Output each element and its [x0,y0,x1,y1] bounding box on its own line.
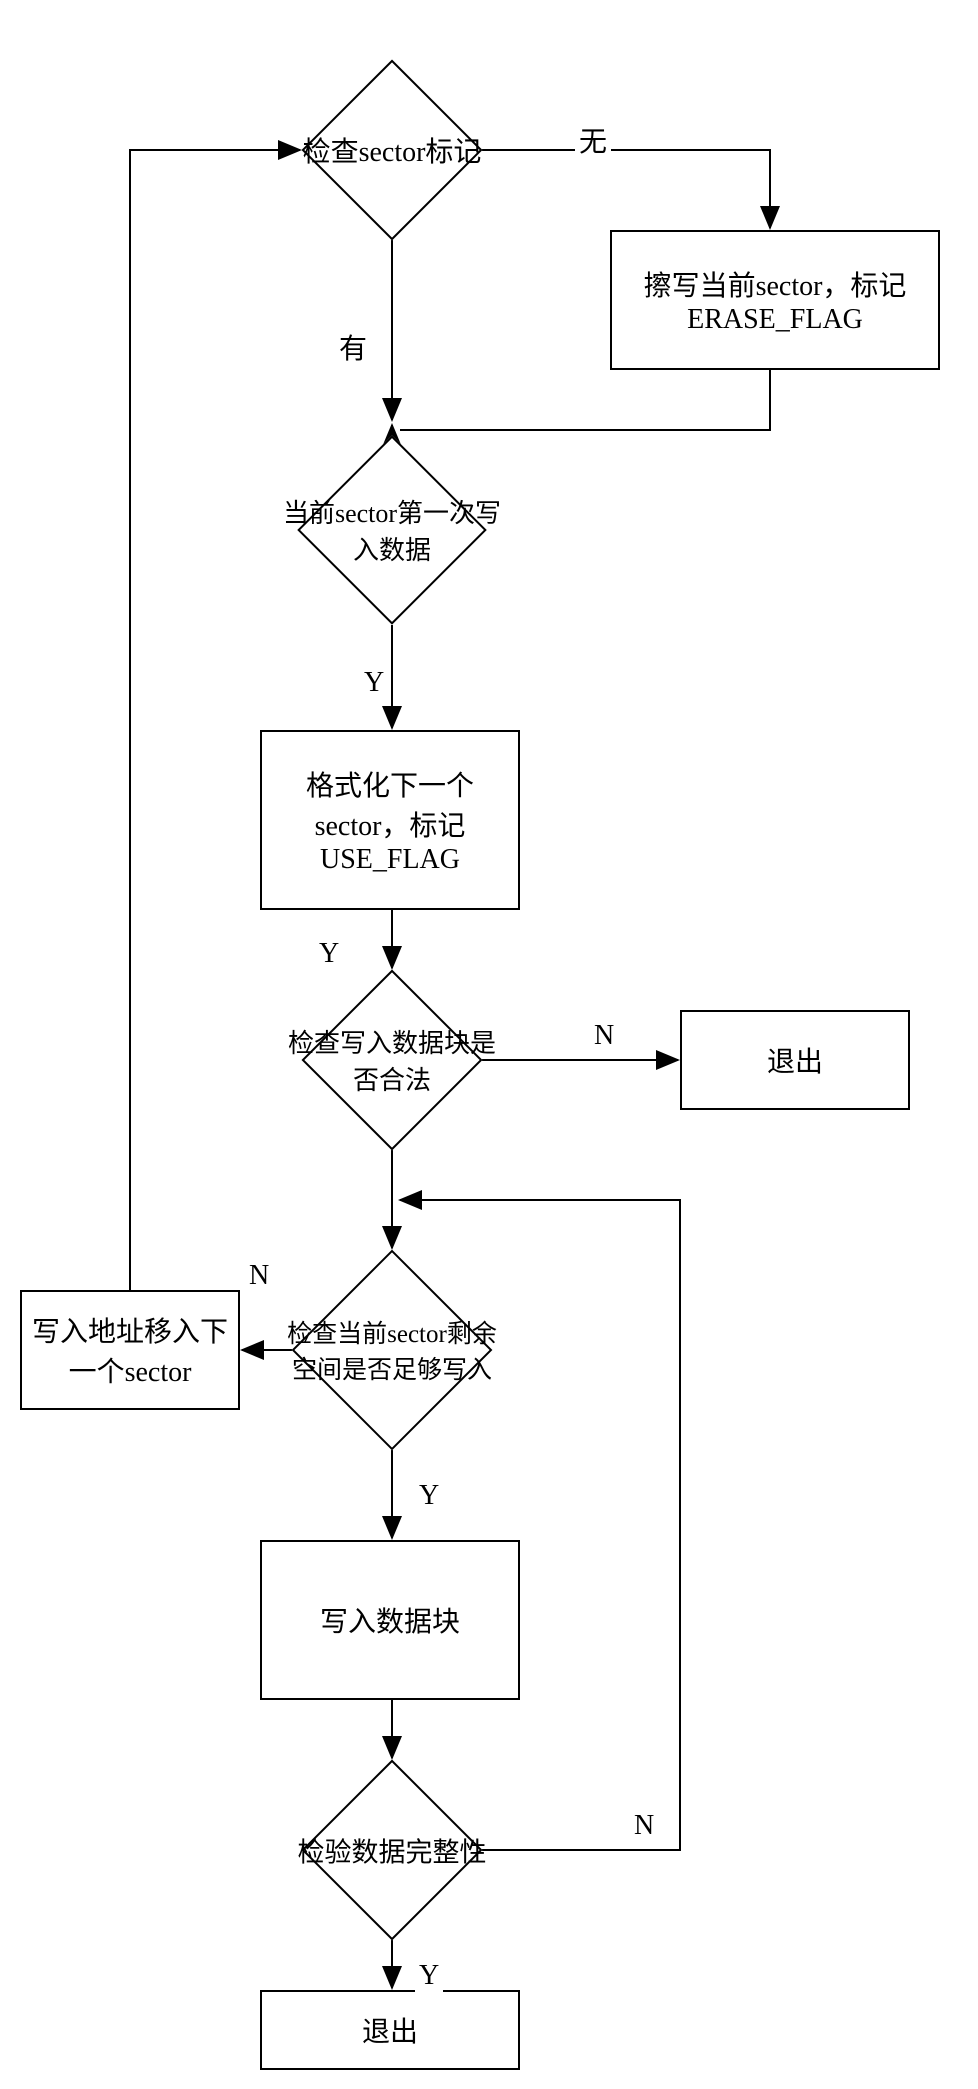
diamond-text: 检验数据完整性 [284,1831,500,1870]
rect-text: 写入地址移入下一个sector [32,1310,228,1390]
label-y-1: Y [360,665,388,701]
rect-write-block: 写入数据块 [260,1540,520,1700]
rect-move-next-sector: 写入地址移入下一个sector [20,1290,240,1410]
rect-exit-2: 退出 [260,1990,520,2070]
rect-text: 格式化下一个sector，标记USE_FLAG [277,764,503,876]
rect-format-next-sector: 格式化下一个sector，标记USE_FLAG [260,730,520,910]
rect-erase-sector: 擦写当前sector，标记ERASE_FLAG [610,230,940,370]
diamond-check-sector-flag: 检查sector标记 [302,60,482,240]
label-y-2: Y [315,936,343,972]
label-n-2: N [245,1258,273,1294]
rect-exit-1: 退出 [680,1010,910,1110]
label-y-4: Y [415,1958,443,1994]
rect-text: 写入数据块 [320,1600,460,1640]
rect-text: 退出 [767,1040,823,1080]
diamond-check-integrity: 检验数据完整性 [302,1760,482,1940]
diamond-text: 检查sector标记 [266,130,518,170]
diamond-text: 检查当前sector剩余空间是否足够写入 [282,1314,502,1386]
rect-text: 擦写当前sector，标记ERASE_FLAG [622,264,928,336]
diamond-check-space: 检查当前sector剩余空间是否足够写入 [292,1250,492,1450]
label-has: 有 [335,325,371,369]
diamond-text: 当前sector第一次写入数据 [278,493,506,567]
label-none: 无 [575,118,611,162]
rect-text: 退出 [362,2010,418,2050]
diamond-first-write: 当前sector第一次写入数据 [297,435,487,625]
label-n-3: N [630,1808,658,1844]
label-y-3: Y [415,1478,443,1514]
diamond-check-valid: 检查写入数据块是否合法 [302,970,482,1150]
label-n-1: N [590,1018,618,1054]
diamond-text: 检查写入数据块是否合法 [284,1023,500,1097]
